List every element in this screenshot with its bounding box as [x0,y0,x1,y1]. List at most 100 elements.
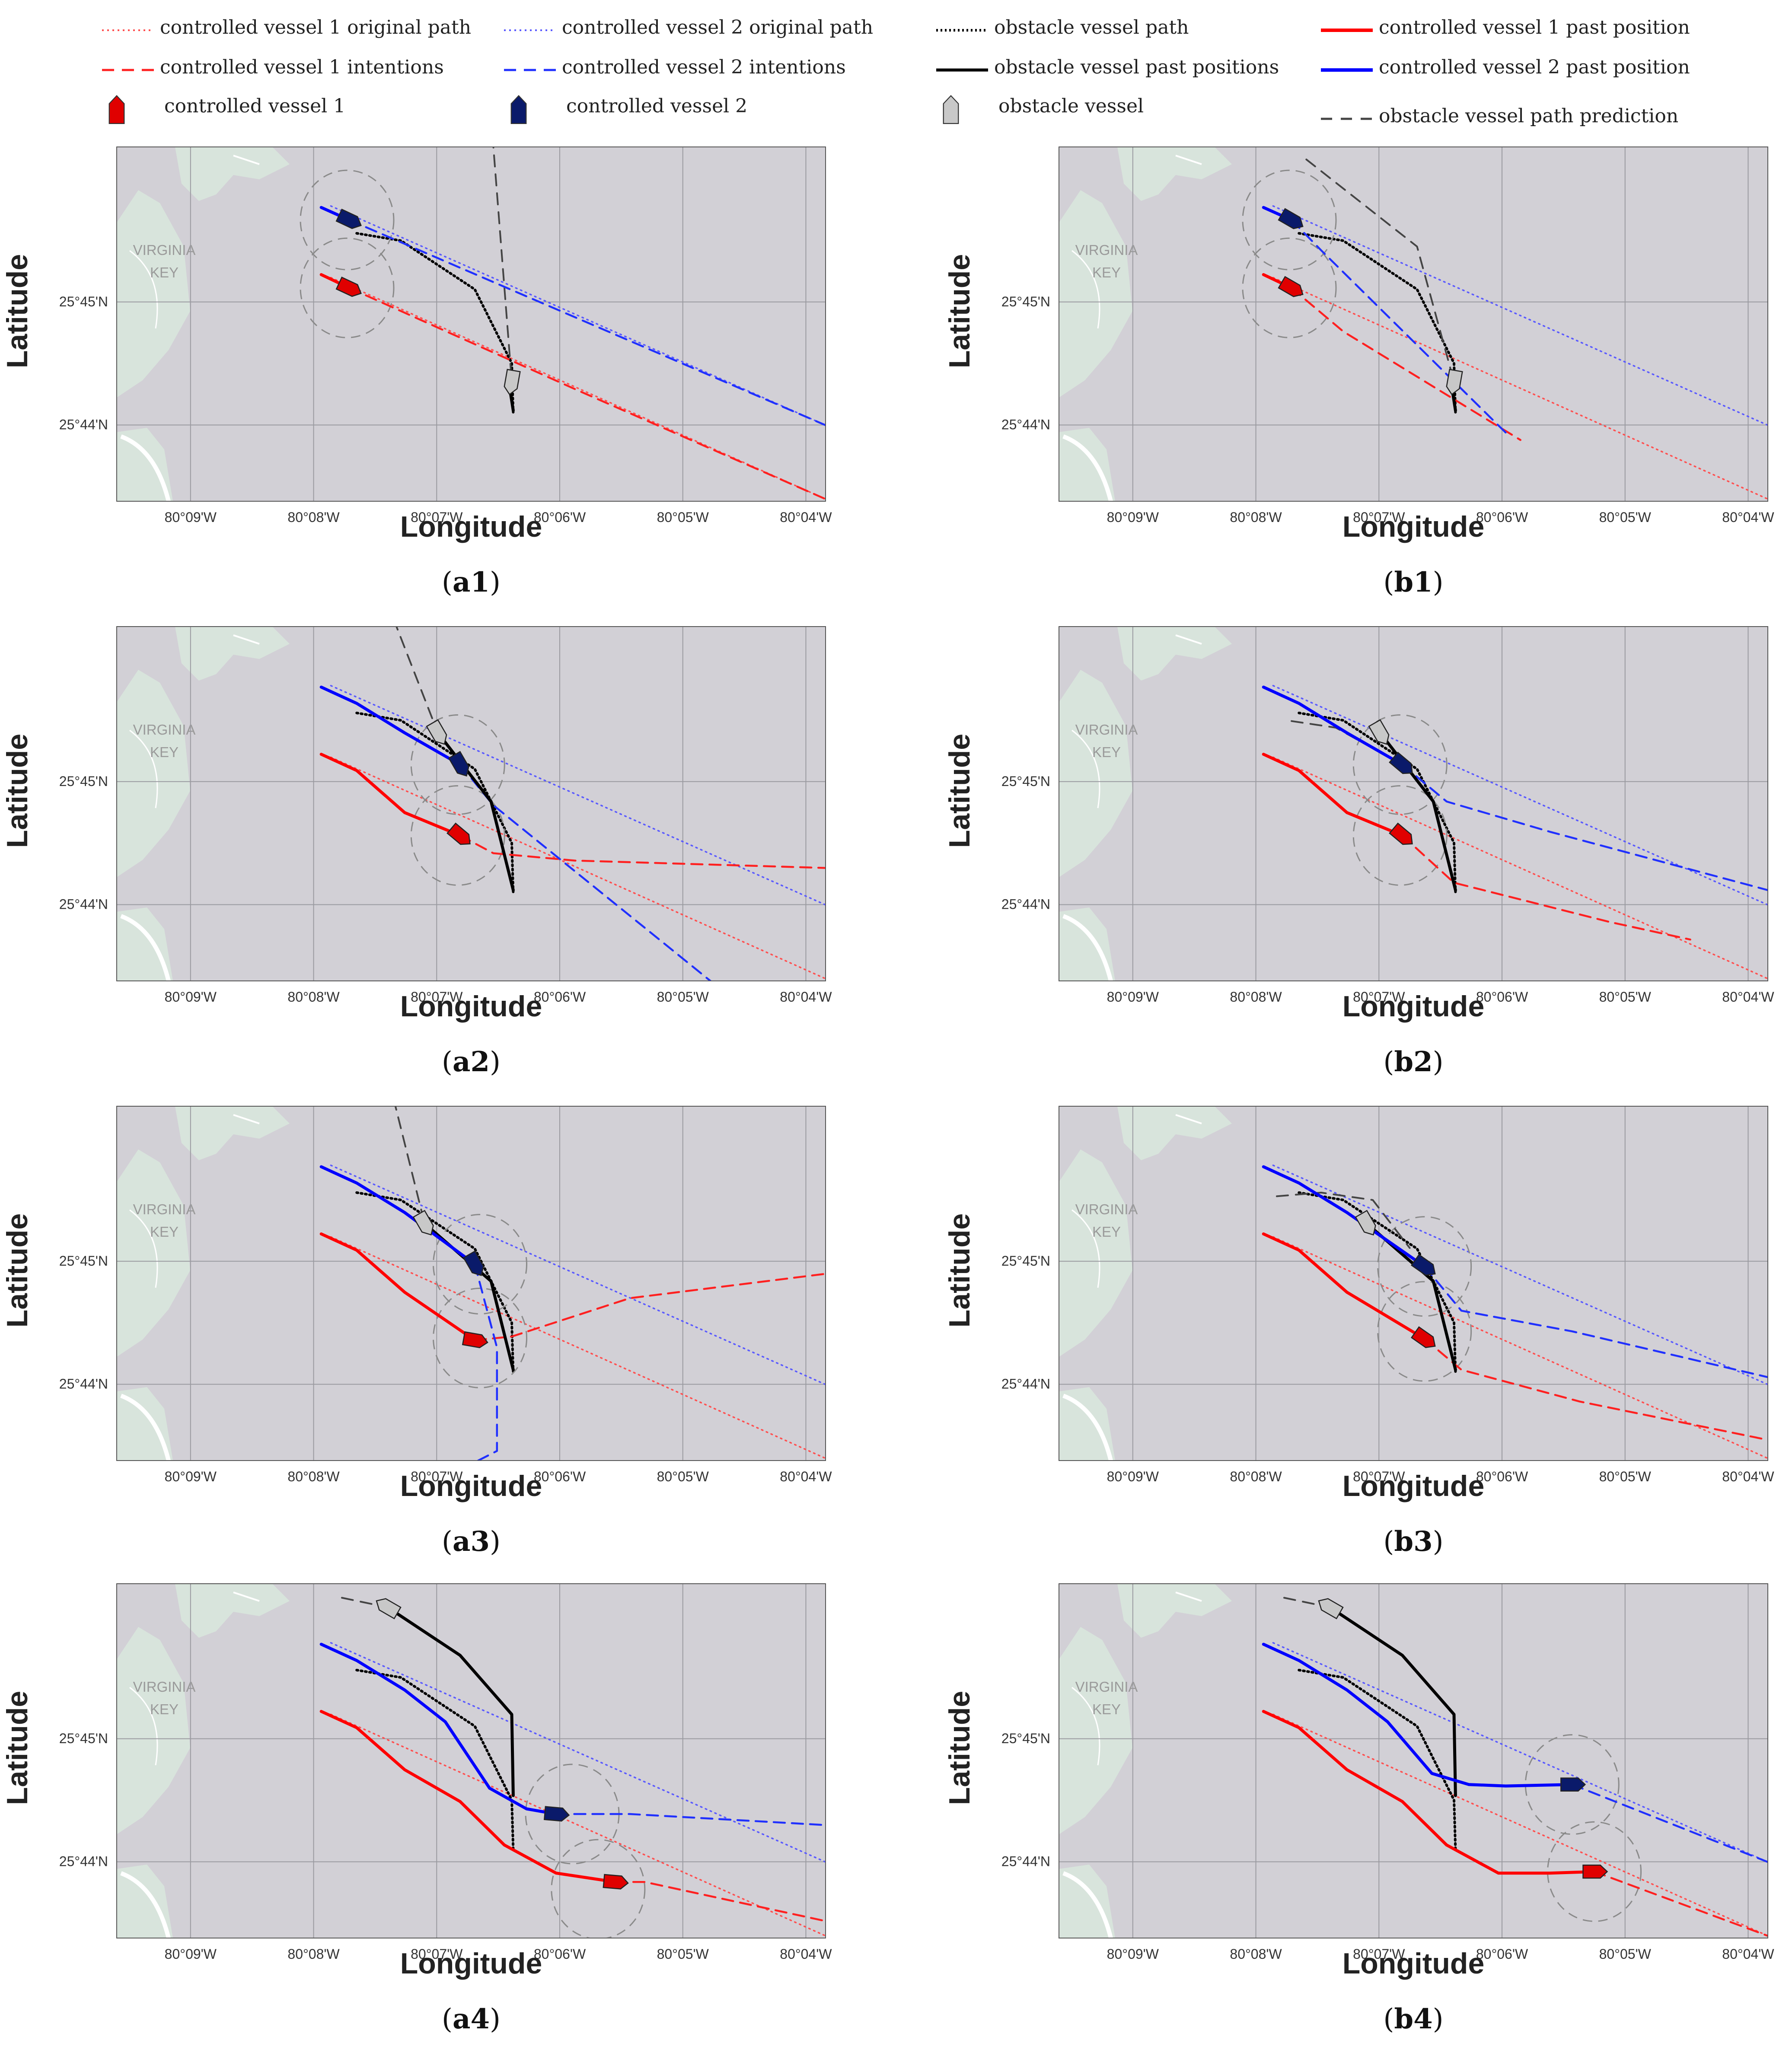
panel-caption: (b3) [1383,1525,1444,1558]
y-tick-label: 25°44'N [59,1853,108,1869]
y-tick-label: 25°45'N [1001,294,1050,309]
panel-caption-id: a1 [453,566,490,598]
x-axis-title: Longitude [1342,1947,1485,1980]
y-tick-label: 25°44'N [1001,417,1050,432]
safety-circle [1352,785,1448,886]
obstacle-vessel-path [355,1191,515,1373]
controlled-vessel-2-icon [543,1806,570,1822]
map-background [117,627,826,981]
map-land [1059,1106,1232,1461]
y-tick-label: 25°44'N [1001,1853,1050,1869]
obstacle-past-positions [386,1606,515,1797]
cv2-intentions [1571,1783,1768,1863]
cv1-original-path [1272,277,1768,500]
x-tick-label: 80°08'W [1230,989,1282,1003]
map-plot: VIRGINIA KEY 80°09'W 80°08'W 80°07'W 80°06'W 8… [1001,626,1774,1003]
x-tick-label: 80°06'W [1476,1946,1528,1960]
obstacle-vessel-icon [412,1209,434,1236]
map-place-label: VIRGINIA [133,1679,196,1695]
map-land [117,1584,290,1938]
x-axis-title: Longitude [1342,510,1485,543]
cv2-past-position [319,1165,476,1266]
panel-caption: (a2) [442,1046,501,1078]
obstacle-vessel-icon [426,719,447,745]
legend-label: controlled vessel 2 original path [562,16,874,38]
y-axis-title-text: Latitude [1,254,34,369]
panel-a1: VIRGINIA KEY 80°09'W 80°08'W 80°07'W 80°06'W 8… [0,134,877,635]
map-land [117,147,290,501]
controlled-vessel-2-icon [448,751,469,777]
obstacle-vessel-icon [1355,1209,1376,1236]
y-axis-title: Latitude [0,134,35,488]
legend-label: controlled vessel 1 original path [160,16,472,38]
x-tick-label: 80°08'W [1230,1469,1282,1482]
cv1-intentions [474,1273,826,1341]
x-tick-label: 80°04'W [780,1469,832,1482]
controlled-vessel-1-icon [462,1331,488,1349]
obstacle-past-positions [1328,1606,1457,1797]
legend-line-swatch [1321,68,1373,72]
y-axis-title: Latitude [942,1093,977,1448]
x-tick-label: 80°09'W [1107,509,1159,523]
cv2-original-path [330,684,826,906]
cv2-intentions [474,1263,498,1461]
panel-caption-id: b3 [1394,1525,1433,1558]
legend-line-swatch [102,69,154,71]
x-axis-title: Longitude [400,1470,542,1502]
y-tick-label: 25°44'N [59,1376,108,1391]
x-tick-label: 80°09'W [165,1469,217,1482]
panel-b3: VIRGINIA KEY 80°09'W 80°08'W 80°07'W 80°06'W 8… [942,1093,1789,1595]
legend-label: obstacle vessel past positions [994,56,1279,78]
cv2-original-path [330,1164,826,1385]
controlled-vessel-2-icon [462,1250,484,1276]
y-tick-label: 25°45'N [59,773,108,789]
cv1-original-path [1272,1713,1768,1937]
legend-line-swatch [504,29,556,31]
cv2-original-path [330,1642,826,1863]
plot-frame [1059,1583,1768,1938]
x-tick-label: 80°06'W [534,509,586,523]
x-tick-label: 80°06'W [534,989,586,1003]
cv1-past-position [319,1710,617,1884]
cv1-original-path [330,277,826,500]
x-tick-label: 80°04'W [780,989,832,1003]
x-tick-label: 80°04'W [780,509,832,523]
safety-circle [1547,1821,1642,1922]
obstacle-path-prediction [395,627,439,734]
x-axis-title: Longitude [400,510,542,543]
safety-circle [433,1287,527,1388]
x-tick-label: 80°09'W [1107,1946,1159,1960]
controlled-vessel-1-icon [1278,276,1304,297]
x-tick-label: 80°07'W [411,509,463,523]
controlled-vessel-2-icon [1560,1777,1586,1792]
x-tick-label: 80°09'W [165,989,217,1003]
map-background [117,1106,826,1461]
x-tick-label: 80°06'W [534,1469,586,1482]
controlled-vessel-1-icon [1410,1326,1436,1348]
cv2-past-position [1262,1642,1574,1788]
map-land [117,1106,290,1461]
map-place-label: KEY [150,264,179,280]
x-tick-label: 80°06'W [1476,1469,1528,1482]
map-place-label: KEY [1092,1224,1121,1240]
x-tick-label: 80°07'W [1353,509,1405,523]
x-tick-label: 80°08'W [1230,1946,1282,1960]
plot-frame [116,626,826,981]
x-tick-label: 80°07'W [1353,989,1405,1003]
obstacle-vessel-icon [376,1598,402,1620]
obstacle-vessel-path [1298,1668,1457,1851]
panel-b4: VIRGINIA KEY 80°09'W 80°08'W 80°07'W 80°06'W 8… [942,1571,1789,2072]
x-tick-label: 80°05'W [657,1946,709,1960]
y-tick-label: 25°45'N [1001,1731,1050,1746]
plot-frame [1059,626,1768,981]
cv1-intentions [348,287,826,500]
map-place-label: KEY [150,744,179,760]
legend-marker-icon [108,95,125,124]
legend: controlled vessel 1 original path control… [0,0,1789,127]
controlled-vessel-1-icon [446,822,471,845]
x-tick-label: 80°07'W [1353,1469,1405,1482]
plot-frame [1059,146,1768,502]
map-place-label: VIRGINIA [133,722,196,738]
legend-marker-icon [510,95,527,124]
y-tick-label: 25°44'N [1001,1376,1050,1391]
